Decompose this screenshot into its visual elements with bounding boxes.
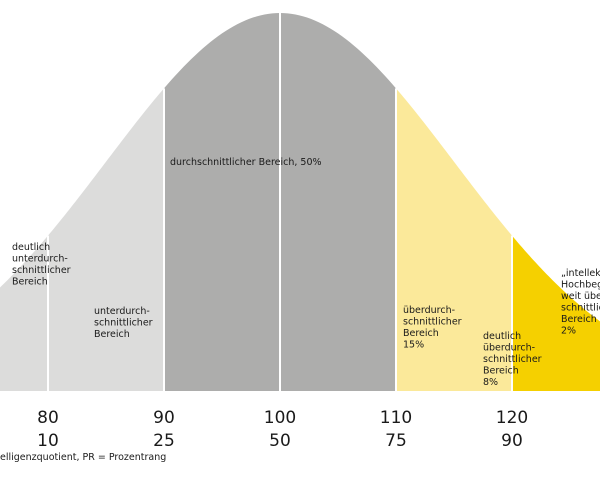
footnote: elligenzquotient, PR = Prozentrang xyxy=(0,452,166,463)
iq-tick-label: 100 xyxy=(264,408,296,428)
iq-tick-label: 120 xyxy=(496,408,528,428)
pr-tick-label: 10 xyxy=(37,431,59,451)
region-label-5: deutlich überdurch-schnittlicher Bereich 8% xyxy=(483,331,542,388)
region-label-1: deutlich unterdurch-schnittlicher Bereich xyxy=(12,242,71,288)
pr-tick-label: 75 xyxy=(385,431,407,451)
pr-tick-label: 50 xyxy=(269,431,291,451)
region-label-4: überdurch-schnittlicher Bereich 15% xyxy=(403,305,462,351)
iq-tick-label: 110 xyxy=(380,408,412,428)
iq-tick-label: 90 xyxy=(153,408,175,428)
pr-tick-label: 25 xyxy=(153,431,175,451)
region-area-1 xyxy=(0,235,48,391)
iq-tick-label: 80 xyxy=(37,408,59,428)
region-label-6: „intellektHochbegweit überschnittlicBere… xyxy=(561,268,600,337)
region-area-4 xyxy=(396,88,512,391)
region-label-3: durchschnittlicher Bereich, 50% xyxy=(170,157,322,168)
region-area-2 xyxy=(48,88,164,391)
region-label-2: unterdurch-schnittlicher Bereich xyxy=(94,306,153,340)
region-area-5 xyxy=(512,235,600,391)
pr-tick-label: 90 xyxy=(501,431,523,451)
